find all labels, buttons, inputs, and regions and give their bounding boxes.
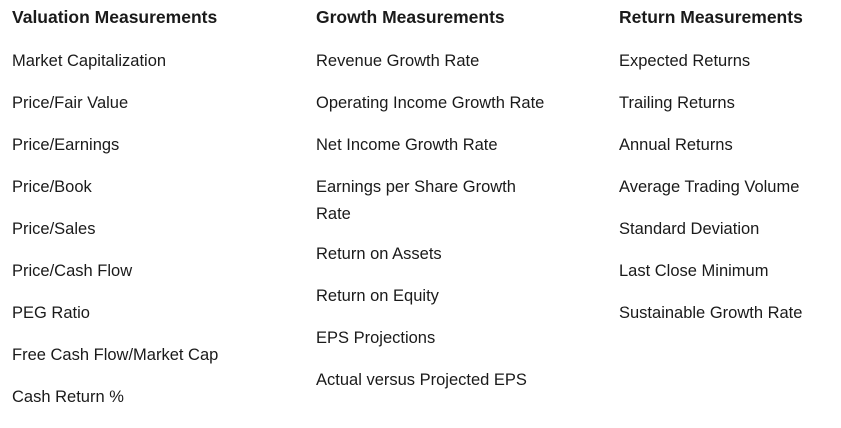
list-item: Cash Return % bbox=[12, 388, 124, 406]
list-item: Last Close Minimum bbox=[619, 262, 769, 280]
list-item: Earnings per Share Growth Rate bbox=[316, 178, 516, 223]
list-item: Free Cash Flow/Market Cap bbox=[12, 346, 219, 364]
list-item: Sustainable Growth Rate bbox=[619, 304, 803, 322]
list-item: Trailing Returns bbox=[619, 94, 735, 112]
list-item: Return on Equity bbox=[316, 287, 439, 305]
list-item: Market Capitalization bbox=[12, 52, 167, 70]
list-item: Actual versus Projected EPS bbox=[316, 371, 527, 389]
list-item: Annual Returns bbox=[619, 136, 733, 154]
list-item: PEG Ratio bbox=[12, 304, 90, 322]
list-item: Price/Book bbox=[12, 178, 92, 196]
list-item: EPS Projections bbox=[316, 329, 436, 347]
list-item: Expected Returns bbox=[619, 52, 751, 70]
valuation-measurements-list: Market Capitalization Price/Fair Value P… bbox=[12, 50, 297, 428]
return-measurements-list: Expected Returns Trailing Returns Annual… bbox=[619, 50, 839, 344]
list-item: Price/Earnings bbox=[12, 136, 120, 154]
column-heading-growth: Growth Measurements bbox=[316, 7, 505, 27]
list-item: Return on Assets bbox=[316, 245, 442, 263]
list-item: Operating Income Growth Rate bbox=[316, 94, 545, 112]
list-item: Revenue Growth Rate bbox=[316, 52, 480, 70]
list-item: Net Income Growth Rate bbox=[316, 136, 498, 154]
list-item: Average Trading Volume bbox=[619, 178, 800, 196]
list-item: Price/Fair Value bbox=[12, 94, 129, 112]
column-heading-valuation: Valuation Measurements bbox=[12, 7, 218, 27]
column-heading-return: Return Measurements bbox=[619, 7, 803, 27]
list-item: Price/Sales bbox=[12, 220, 96, 238]
list-item: Price/Cash Flow bbox=[12, 262, 133, 280]
list-item: Standard Deviation bbox=[619, 220, 760, 238]
measurements-page: Valuation Measurements Market Capitaliza… bbox=[12, 7, 839, 411]
growth-measurements-list: Revenue Growth Rate Operating Income Gro… bbox=[316, 50, 601, 411]
